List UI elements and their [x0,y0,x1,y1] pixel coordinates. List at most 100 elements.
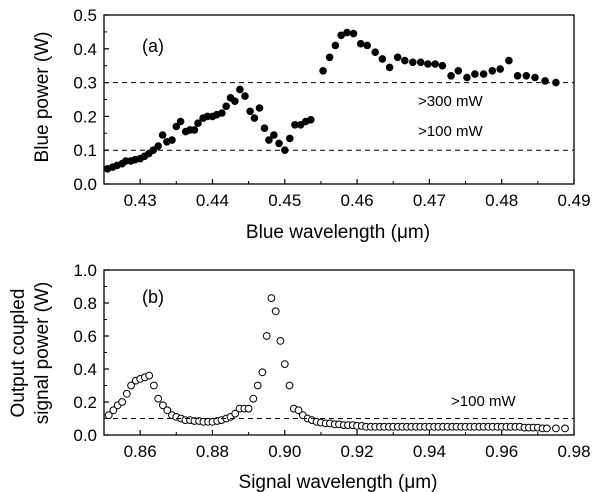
data-point [424,60,432,68]
data-point [496,65,505,73]
chart-panel-a: 0.43 0.44 0.45 0.46 0.47 0.48 0.49 0.0 0.1 0.2 0.3… [32,6,591,243]
data-point [280,360,289,369]
data-point [109,406,118,415]
data-point [463,73,471,82]
y-tick-label: 0.0 [73,175,97,194]
data-point [159,401,167,410]
data-point [276,337,285,345]
data-point [150,381,158,390]
data-point [194,119,202,127]
data-point [236,85,244,94]
data-point [265,136,273,144]
y-tick-label: 0.4 [73,360,97,379]
reference-line-label-300mw: >300 mW [418,93,483,110]
data-point [479,70,488,78]
data-point [561,424,569,433]
data-point [431,60,440,68]
data-point [270,131,278,139]
data-point [190,126,199,134]
y-tick-label: 0.6 [73,327,97,346]
data-point [416,58,425,67]
y-tick-label: 0.2 [73,393,97,412]
y-tick-label: 0.4 [73,40,97,59]
reference-lines-a [104,82,574,151]
data-point [371,48,380,56]
data-point [531,73,539,82]
plot-frame-a [103,14,575,185]
data-point [286,134,294,143]
data-point [331,41,340,50]
data-point [267,294,276,303]
data-point [541,77,549,85]
y-tick-label: 0.3 [73,74,97,93]
data-point [154,394,163,403]
x-tick-label: 0.94 [413,442,446,461]
data-point [255,104,264,112]
data-point [513,72,522,80]
data-point [349,29,358,38]
ticks-a: 0.43 0.44 0.45 0.46 0.47 0.48 0.49 0.0 0.1 0.2 0.3… [73,6,590,210]
x-tick-label: 0.47 [413,191,446,210]
y-tick-label: 0.1 [73,141,97,160]
data-point [552,424,560,433]
reference-line-label-100mw-a: >100 mW [418,123,483,140]
y-axis-title-b-line1: Output coupled [8,289,29,418]
panel-label-a: (a) [142,36,164,56]
y-axis-title-a: Blue power (W) [32,32,53,163]
x-tick-label: 0.98 [557,442,590,461]
data-point [231,409,240,418]
x-tick-label: 0.49 [557,191,590,210]
data-point [168,136,176,144]
data-point [262,332,271,340]
x-tick-label: 0.96 [485,442,518,461]
y-axis-title-b-line2: signal power (W) [32,282,53,425]
data-point [307,116,315,124]
data-point [241,92,249,100]
data-point [218,109,226,117]
data-points-a [103,28,560,173]
y-tick-label: 0.0 [73,426,97,445]
data-points-b [104,294,569,433]
x-axis-title-a: Blue wavelength (μm) [246,222,430,243]
x-tick-label: 0.86 [124,442,157,461]
data-point [258,368,267,377]
data-point [122,389,131,398]
ticks-b: 0.86 0.88 0.90 0.92 0.94 0.96 0.98 0.0 0.2 0.4 0.6… [73,261,590,461]
y-tick-label: 0.5 [73,6,97,25]
reference-line-label-100mw-b: >100 mW [451,393,516,410]
data-point [127,381,136,390]
x-tick-label: 0.88 [196,442,229,461]
data-point [158,131,167,139]
data-point [438,61,447,70]
data-point [250,114,259,122]
plot-frame-b [103,269,575,436]
data-point [172,122,181,131]
x-tick-label: 0.43 [124,191,157,210]
data-point [244,404,253,413]
data-point [393,53,402,62]
data-point [343,28,351,37]
data-point [401,56,409,65]
x-tick-label: 0.46 [341,191,374,210]
data-point [291,121,299,129]
data-point [447,72,455,80]
x-axis-title-b: Signal wavelength (μm) [239,472,438,492]
data-point [118,398,126,406]
data-point [154,142,162,150]
data-point [488,67,497,75]
x-tick-label: 0.44 [196,191,229,210]
data-point [385,63,394,72]
data-point [275,139,283,148]
data-point [356,39,365,48]
y-tick-label: 1.0 [73,261,97,280]
panel-label-b: (b) [142,287,164,307]
data-point [145,371,154,380]
data-point [222,102,230,111]
data-point [285,381,294,390]
chart-panel-b: 0.86 0.88 0.90 0.92 0.94 0.96 0.98 0.0 0.2 0.4 0.6… [8,261,591,492]
data-point [163,406,172,415]
data-point [294,406,303,415]
data-point [522,72,531,80]
x-tick-label: 0.45 [268,191,301,210]
